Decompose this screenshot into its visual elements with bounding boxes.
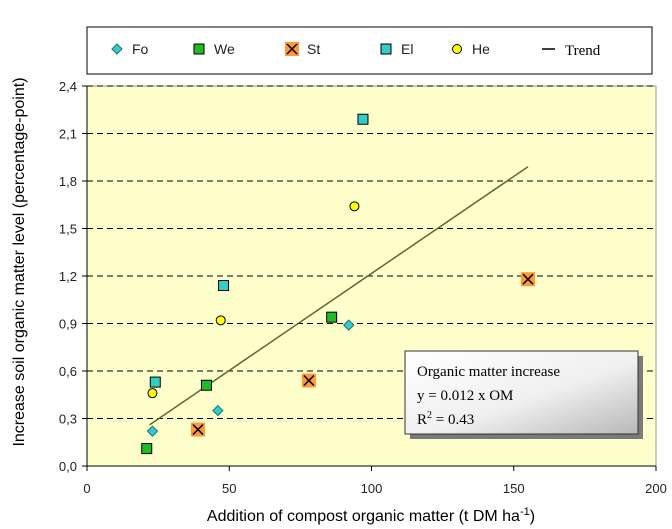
annotation-line-2: y = 0.012 x OM [417,388,513,404]
legend-label-he: He [472,41,490,57]
x-axis-title: Addition of compost organic matter (t DM… [207,506,535,525]
data-point-fo [212,404,224,417]
legend-label-el: El [401,41,413,57]
annotation-line-3: R2 = 0.43 [417,410,474,428]
x-tick-labels: 0 50 100 150 200 [83,481,666,496]
axes [82,85,657,471]
data-point-el [149,376,161,388]
y-tick-label: 2,4 [59,79,77,94]
annotation-r-value: = 0.43 [432,412,474,428]
x-axis-title-sup: -1 [520,506,530,518]
y-tick-label: 0,6 [59,364,77,379]
x-tick-label: 0 [83,481,90,496]
legend-label-st: St [307,41,320,57]
data-point-we [326,311,338,323]
y-tick-label: 0,0 [59,459,77,474]
data-point-he [349,201,360,212]
legend-marker-el [380,43,392,55]
data-point-st [301,373,316,388]
legend-frame [86,26,653,75]
y-tick-label: 0,9 [59,317,77,332]
data-point-el [218,280,230,291]
annotation-r: R [417,412,427,428]
data-point-fo [343,319,355,331]
y-tick-label: 1,8 [59,174,77,189]
y-tick-label: 1,5 [59,222,77,237]
x-axis-title-main: Addition of compost organic matter (t DM… [207,508,520,525]
legend-marker-we [193,43,205,55]
data-point-st [520,272,535,287]
x-tick-label: 100 [361,481,383,496]
y-axis-title: Increase soil organic matter level (perc… [11,77,28,446]
data-point-st [190,422,205,437]
legend-marker-st [285,42,299,56]
y-tick-label: 0,3 [59,412,77,427]
y-tick-labels: 0,0 0,3 0,6 0,9 1,2 1,5 1,8 2,1 2,4 [59,79,77,474]
trend-line-path [149,166,529,426]
x-axis-title-end: ) [530,508,535,525]
legend-marker-fo [111,43,123,55]
data-point-he [147,388,158,399]
data-point-we [200,379,212,391]
legend-label-fo: Fo [132,41,149,57]
y-tick-label: 1,2 [59,269,77,284]
x-tick-label: 50 [222,481,236,496]
legend: Fo We St El He Trend [86,26,653,75]
x-tick-label: 200 [645,481,667,496]
data-point-fo [146,425,159,437]
data-point-we [141,443,153,455]
data-point-he [215,315,226,326]
x-tick-label: 150 [503,481,525,496]
gridlines [87,85,656,419]
legend-label-trend: Trend [565,43,601,59]
annotation-r-sup: 2 [427,410,432,421]
y-tick-label: 2,1 [59,127,77,142]
legend-label-we: We [214,41,235,57]
legend-marker-he [452,44,462,54]
regression-annotation: Organic matter increase y = 0.012 x OM R… [404,350,643,439]
annotation-line-1: Organic matter increase [417,364,560,380]
annotation-box [404,350,639,435]
trend-line [149,166,529,426]
data-point-el [357,113,369,125]
data-points [141,113,535,455]
